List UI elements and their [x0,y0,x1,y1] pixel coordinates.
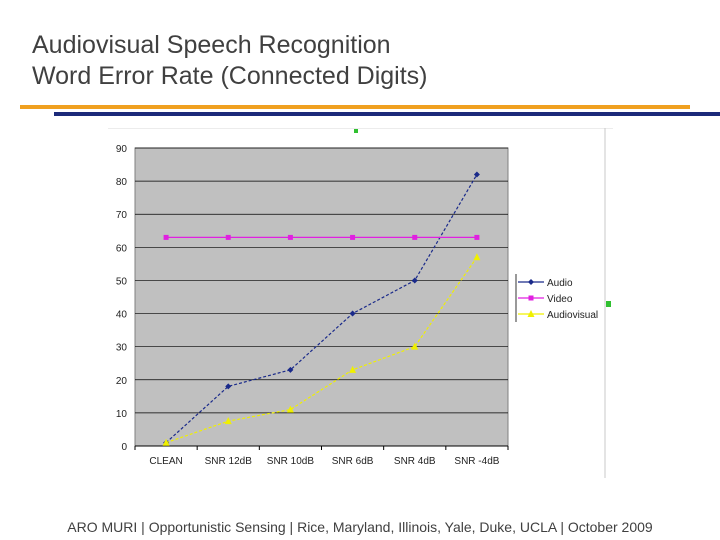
data-point-audiovisual [286,405,294,413]
legend-marker-audio [528,279,534,285]
slide-title: Audiovisual Speech Recognition Word Erro… [32,30,428,92]
plot-layer: 0 10 20 30 40 50 60 70 80 90 CLEAN SNR 12dB SNR 10dB… [108,127,613,478]
data-point-audiovisual [349,365,357,373]
legend-label-audio: Audio [547,278,573,289]
y-tick-label: 70 [116,210,128,221]
chart-handle [354,129,358,133]
legend-marker-audiovisual [527,310,535,317]
word-error-rate-chart: 0 10 20 30 40 50 60 70 80 90 CLEAN SNR 12dB SNR 10dB… [108,127,613,478]
x-tick-label: SNR 10dB [267,456,315,467]
data-point-video [287,234,293,240]
y-tick-label: 40 [116,310,128,321]
data-point-audiovisual [224,417,232,425]
x-tick-label: SNR -4dB [454,456,499,467]
legend-marker-video [528,295,534,301]
data-point-audio [225,383,232,390]
data-point-audio [411,277,418,284]
y-tick-label: 30 [116,343,128,354]
data-point-audiovisual [473,253,481,261]
chart-container: 0 10 20 30 40 50 60 70 80 90 CLEAN SNR 12dB SNR 10dB… [108,127,613,478]
title-underline-navy [54,112,720,116]
data-point-video [474,234,480,240]
data-point-video [225,234,231,240]
y-tick-label: 80 [116,177,128,188]
data-point-video [412,234,418,240]
series-line-audio [165,174,478,444]
plot-area [134,147,509,447]
x-tick-label: CLEAN [149,456,182,467]
slide-footer: ARO MURI | Opportunistic Sensing | Rice,… [67,519,653,535]
legend-label-video: Video [547,294,573,305]
data-point-audio [287,366,294,373]
y-tick-label: 90 [116,144,128,155]
series-line-audiovisual [165,256,478,444]
title-underline-orange [20,105,690,109]
chart-handle [606,301,611,307]
y-tick-label: 20 [116,376,128,387]
x-tick-label: SNR 6dB [332,456,374,467]
data-point-video [163,234,169,240]
data-point-audio [349,310,356,317]
y-tick-label: 10 [116,409,128,420]
title-line-2: Word Error Rate (Connected Digits) [32,62,428,90]
legend-label-audiovisual: Audiovisual [547,310,598,321]
y-tick-label: 0 [121,442,127,453]
data-point-video [350,234,356,240]
data-point-audiovisual [411,342,419,350]
y-tick-label: 50 [116,276,128,287]
x-tick-label: SNR 12dB [205,456,253,467]
y-tick-label: 60 [116,243,128,254]
title-line-1: Audiovisual Speech Recognition [32,31,391,59]
data-point-audio [473,171,480,178]
data-point-audiovisual [162,438,170,446]
x-tick-label: SNR 4dB [394,456,436,467]
